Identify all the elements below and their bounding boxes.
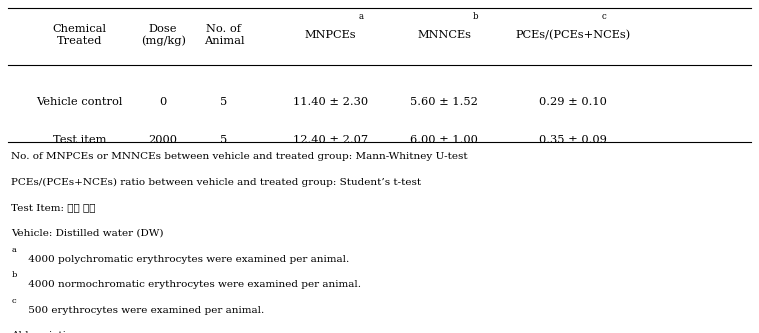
Text: a: a — [359, 12, 364, 21]
Text: 5: 5 — [220, 97, 228, 107]
Text: a: a — [11, 246, 16, 254]
Text: Vehicle: Distilled water (DW): Vehicle: Distilled water (DW) — [11, 229, 164, 238]
Text: 6.00 ± 1.00: 6.00 ± 1.00 — [410, 135, 478, 145]
Text: 5.60 ± 1.52: 5.60 ± 1.52 — [410, 97, 478, 107]
Text: c: c — [11, 297, 16, 305]
Text: Test Item: 세신 분말: Test Item: 세신 분말 — [11, 203, 96, 212]
Text: Abbreviations: Abbreviations — [11, 331, 85, 333]
Text: MNPCEs: MNPCEs — [304, 30, 356, 40]
Text: 12.40 ± 2.07: 12.40 ± 2.07 — [293, 135, 367, 145]
Text: MNNCEs: MNNCEs — [417, 30, 471, 40]
Text: 4000 normochromatic erythrocytes were examined per animal.: 4000 normochromatic erythrocytes were ex… — [25, 280, 361, 289]
Text: 5: 5 — [220, 135, 228, 145]
Text: No. of
Animal: No. of Animal — [203, 24, 244, 46]
Text: Chemical
Treated: Chemical Treated — [52, 24, 107, 46]
Text: 0.35 ± 0.09: 0.35 ± 0.09 — [539, 135, 607, 145]
Text: 500 erythrocytes were examined per animal.: 500 erythrocytes were examined per anima… — [25, 306, 264, 315]
Text: 2000: 2000 — [149, 135, 178, 145]
Text: b: b — [11, 271, 17, 279]
Text: Test item: Test item — [53, 135, 106, 145]
Text: 11.40 ± 2.30: 11.40 ± 2.30 — [293, 97, 367, 107]
Text: Vehicle control: Vehicle control — [36, 97, 123, 107]
Text: 0: 0 — [159, 97, 167, 107]
Text: Dose
(mg/kg): Dose (mg/kg) — [140, 24, 186, 46]
Text: No. of MNPCEs or MNNCEs between vehicle and treated group: Mann-Whitney U-test: No. of MNPCEs or MNNCEs between vehicle … — [11, 152, 468, 161]
Text: 4000 polychromatic erythrocytes were examined per animal.: 4000 polychromatic erythrocytes were exa… — [25, 254, 349, 264]
Text: PCEs/(PCEs+NCEs): PCEs/(PCEs+NCEs) — [515, 30, 631, 40]
Text: PCEs/(PCEs+NCEs) ratio between vehicle and treated group: Student’s t-test: PCEs/(PCEs+NCEs) ratio between vehicle a… — [11, 177, 421, 187]
Text: c: c — [602, 12, 606, 21]
Text: 0.29 ± 0.10: 0.29 ± 0.10 — [539, 97, 607, 107]
Text: b: b — [473, 12, 478, 21]
